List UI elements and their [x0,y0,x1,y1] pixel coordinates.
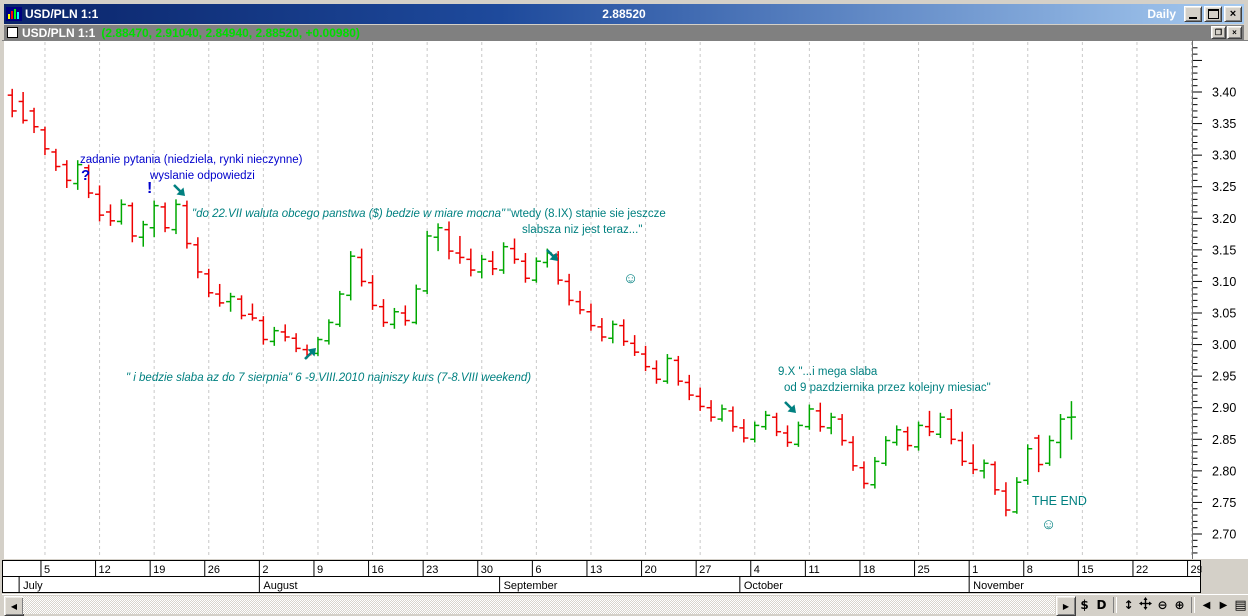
price-tick-label: 3.40 [1212,86,1236,100]
date-week-label: 18 [863,564,875,576]
annotation-smiley-1: ☺ [623,270,638,287]
annotation-forecast-weak-august: " i bedzie slaba az do 7 sierpnia" 6 -9.… [126,372,531,384]
chart-list-button[interactable]: ▤ [1232,598,1248,613]
chart-restore-button[interactable]: ❐ [1211,26,1226,39]
annotation-forecast-weaker-8-sep-line1: "wtedy (8.IX) stanie sie jeszcze [507,208,666,220]
price-tick-label: 2.95 [1212,370,1236,384]
zoom-in-button[interactable]: ⊕ [1171,598,1188,612]
current-price: 2.88520 [4,7,1244,21]
annotation-question-mark: ? [81,167,90,184]
price-tick-label: 3.00 [1212,338,1236,352]
period-daily-button[interactable]: D [1093,598,1110,612]
zoom-out-button[interactable]: ⊖ [1154,598,1171,612]
price-tick-label: 3.25 [1212,180,1236,194]
maximize-button[interactable] [1204,6,1222,22]
date-week-label: 6 [535,564,541,576]
date-week-label: 11 [808,564,819,576]
main-titlebar[interactable]: USD/PLN 1:1 2.88520 Daily × [4,4,1244,24]
refresh-button[interactable]: $ [1076,598,1093,612]
date-week-label: 22 [1136,564,1148,576]
price-tick-label: 3.30 [1212,149,1236,163]
price-tick-label: 2.75 [1212,496,1236,510]
price-chart: 2.70 2.75 2.80 2.85 2.90 2.95 3.00 3.05 3.10 3.15… [2,40,1248,594]
chart-window-title: USD/PLN 1:1 [22,26,95,40]
price-tick-label: 3.20 [1212,212,1236,226]
annotation-forecast-mega-weak-line2: od 9 pazdziernika przez kolejny miesiac" [784,382,991,394]
date-week-label: 4 [754,564,760,576]
annotation-smiley-2: ☺ [1041,516,1056,533]
annotation-forecast-strong-until-22-jul: "do 22.VII waluta obcego panstwa ($) bed… [192,208,506,220]
scroll-chart-right-button[interactable]: ▶ [1215,600,1232,611]
date-week-label: 15 [1081,564,1093,576]
price-tick-label: 2.80 [1212,464,1236,478]
date-week-label: 25 [918,564,930,576]
annotation-question-note: zadanie pytania (niedziela, rynki nieczy… [80,154,303,166]
price-tick-label: 3.05 [1212,307,1236,321]
date-month-label: July [23,580,43,592]
date-week-label: 2 [262,564,268,576]
date-week-label: 12 [99,564,111,576]
price-tick-label: 3.35 [1212,117,1236,131]
date-week-label: 16 [372,564,384,576]
toolbar-separator [1113,597,1117,613]
price-tick-label: 3.10 [1212,275,1236,289]
date-month-label: October [744,580,783,592]
date-week-label: 26 [208,564,220,576]
close-button[interactable]: × [1224,6,1242,22]
price-tick-label: 3.15 [1212,243,1236,257]
date-week-label: 27 [699,564,711,576]
plot-area [4,40,1248,559]
scrollbar-left-arrow[interactable]: ◀ [4,596,24,616]
crosshair-icon [1139,597,1152,610]
ohlc-summary: (2.88470, 2.91040, 2.84940, 2.88520, +0.… [101,26,360,40]
crosshair-button[interactable] [1137,597,1154,613]
minimize-button[interactable] [1184,6,1202,22]
scroll-chart-left-button[interactable]: ◀ [1198,600,1215,611]
date-week-label: 8 [1027,564,1033,576]
chart-window-titlebar[interactable]: USD/PLN 1:1 (2.88470, 2.91040, 2.84940, … [4,25,1244,40]
toolbar-separator [1191,597,1195,613]
date-week-label: 30 [481,564,493,576]
price-tick-label: 2.70 [1212,528,1236,542]
date-week-label: 1 [972,564,978,576]
chart-window-icon [7,27,18,38]
date-week-label: 19 [153,564,165,576]
date-week-label: 23 [426,564,438,576]
date-month-label: September [504,580,558,592]
app-chart-icon [6,7,22,21]
annotation-forecast-weaker-8-sep-line2: slabsza niz jest teraz..." [522,224,642,236]
window-title: USD/PLN 1:1 [25,7,98,21]
date-week-label: 5 [44,564,50,576]
price-tick-label: 2.90 [1212,401,1236,415]
date-month-label: November [973,580,1024,592]
scrollbar-right-arrow[interactable]: ▶ [1056,596,1076,616]
horizontal-scrollbar-track[interactable] [23,596,1055,614]
annotation-forecast-mega-weak-line1: 9.X "...i mega slaba [778,366,878,378]
date-week-label: 29 [1191,564,1203,576]
price-tick-label: 2.85 [1212,433,1236,447]
annotation-answer-note: wyslanie odpowiedzi [149,170,255,182]
date-month-label: August [263,580,297,592]
date-week-label: 13 [590,564,602,576]
date-week-label: 20 [645,564,657,576]
date-week-label: 9 [317,564,323,576]
chart-toolbar: $D ↕ ⊖⊕ ◀▶▤ [1076,596,1248,614]
fit-vertical-button[interactable]: ↕ [1120,598,1137,612]
period-label: Daily [1147,7,1176,21]
annotation-the-end: THE END [1032,494,1087,508]
annotation-exclamation-mark: ! [147,180,152,197]
chart-close-button[interactable]: × [1227,26,1242,39]
